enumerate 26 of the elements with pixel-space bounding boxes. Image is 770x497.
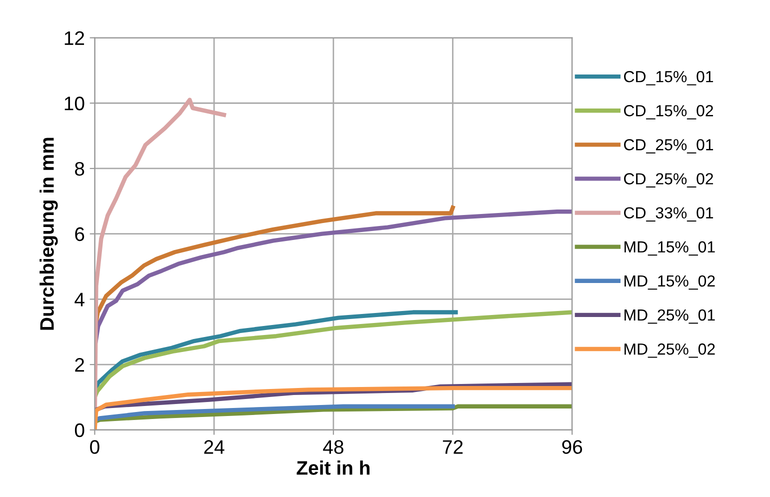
legend-label: MD_25%_02 [624,343,715,358]
y-tick-label: 2 [75,358,84,372]
y-tick-label: 12 [64,31,84,45]
x-axis-title: Zeit in h [296,460,370,475]
legend-label: CD_25%_02 [624,173,714,188]
y-tick-label: 8 [75,162,84,176]
x-tick-label: 96 [562,440,582,454]
x-tick-label: 24 [204,440,224,454]
x-tick-label: 48 [323,440,344,454]
legend-label: CD_33%_01 [624,207,714,222]
line-series [94,310,572,400]
y-tick-label: 0 [74,423,84,438]
y-tick-label: 4 [74,292,84,306]
legend-label: CD_15%_02 [624,105,714,120]
legend-label: CD_15%_01 [624,70,714,86]
legend-label: MD_25%_01 [624,309,715,324]
legend-label: CD_25%_01 [624,139,714,154]
legend-label: MD_15%_01 [624,241,715,256]
legend-label: MD_15%_02 [624,275,715,290]
x-tick-label: 0 [90,440,100,454]
x-tick-label: 72 [442,440,463,454]
y-axis-title: Durchbiegung in mm [40,138,58,330]
line-series [94,404,455,422]
y-tick-label: 6 [75,227,84,242]
line-series [94,404,572,424]
y-tick-label: 10 [64,96,84,110]
